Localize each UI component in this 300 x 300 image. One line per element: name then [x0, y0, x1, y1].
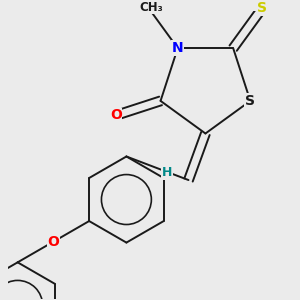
Text: O: O	[47, 235, 59, 249]
Text: CH₃: CH₃	[140, 1, 163, 14]
Text: H: H	[162, 167, 172, 179]
Text: N: N	[172, 41, 184, 55]
Text: O: O	[110, 109, 122, 122]
Text: S: S	[245, 94, 255, 108]
Text: S: S	[257, 1, 267, 15]
